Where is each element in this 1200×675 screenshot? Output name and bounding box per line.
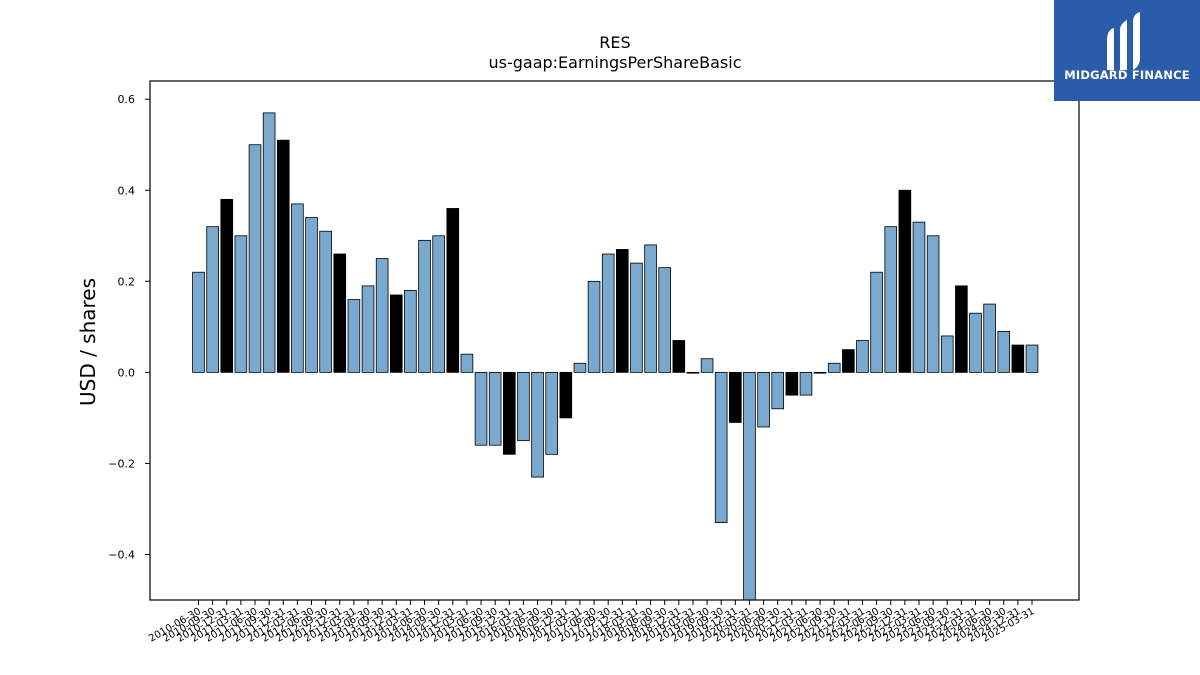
bar-2014-12-31 [446,208,460,373]
bar-2024-12-31 [1011,344,1025,373]
y-tick-label: 0.4 [118,184,136,197]
bar-2018-12-31 [672,340,686,373]
bar-2011-12-31 [276,139,290,373]
bar-2018-09-30 [658,267,671,373]
bar-2022-03-31 [856,340,869,373]
bars-group [192,112,1039,601]
bar-2020-06-30 [757,371,770,428]
bar-2010-06-30 [192,271,205,373]
bar-2021-12-31 [842,349,855,373]
bar-2014-03-31 [404,290,417,373]
bar-2010-09-30 [206,226,219,373]
bar-2013-06-30 [361,285,375,373]
bar-2012-03-31 [291,203,304,373]
bar-2014-09-30 [432,235,445,373]
bar-2011-09-30 [262,112,276,373]
bar-2014-06-30 [418,239,431,373]
bar-2019-09-30 [714,371,728,524]
bar-2022-06-30 [870,271,883,373]
bar-2017-09-30 [601,253,615,373]
bar-2021-06-30 [813,371,827,374]
y-tick-label: −0.4 [108,548,135,561]
bar-2023-12-31 [955,285,968,373]
bar-2016-03-31 [517,371,530,442]
bar-2024-09-30 [997,330,1011,373]
bar-2017-06-30 [587,280,601,373]
bar-2017-03-31 [573,362,587,373]
y-tick-label: −0.2 [108,457,135,470]
bar-2019-03-31 [686,371,700,374]
bar-2011-03-31 [234,235,248,373]
y-axis-label: USD / shares [76,278,100,406]
bar-2012-09-30 [319,230,332,373]
bar-2023-06-30 [926,235,940,373]
logo-text: MIDGARD FINANCE [1064,68,1190,82]
bar-2015-06-30 [474,371,488,446]
bar-2015-09-30 [488,371,502,446]
bar-2019-06-30 [700,358,714,373]
bar-2019-12-31 [729,371,742,423]
x-axis: 2010-06-302010-09-302010-12-312011-03-31… [147,600,1037,645]
bar-2011-06-30 [248,144,262,373]
bar-2020-12-31 [785,371,799,396]
bar-2020-09-30 [771,371,785,410]
bar-2023-03-31 [912,221,926,373]
bar-2018-03-31 [630,262,643,373]
bar-2018-06-30 [644,244,657,373]
bar-2013-09-30 [375,258,389,373]
bar-2021-03-31 [799,371,813,396]
chart-subtitle: us-gaap:EarningsPerShareBasic [488,53,741,72]
plot-frame [149,80,1080,601]
bar-2022-12-31 [898,189,912,373]
bar-2017-12-31 [616,249,629,373]
bar-2024-06-30 [983,303,996,373]
bar-2016-09-30 [545,371,558,455]
midgard-finance-logo: MIDGARD FINANCE [1054,0,1200,101]
y-axis: −0.4 −0.2 0.0 0.2 0.4 0.6 [108,93,150,561]
y-tick-label: 0.2 [118,275,136,288]
bar-2013-12-31 [389,294,403,373]
bar-2016-12-31 [559,371,573,419]
midgard-m-logo-icon [1107,12,1140,70]
chart-title: RES [599,33,630,52]
y-tick-label: 0.0 [118,366,136,379]
bar-2024-03-31 [969,312,982,373]
bar-2013-03-31 [347,299,361,373]
bar-2010-12-31 [220,198,234,373]
bar-2022-09-30 [884,226,898,373]
bar-2012-06-30 [305,217,318,373]
bar-2015-03-31 [460,353,474,373]
bar-2020-03-31 [743,371,756,601]
bar-2015-12-31 [502,371,516,455]
bar-2021-09-30 [827,362,841,373]
bar-2023-09-30 [940,335,954,373]
y-tick-label: 0.6 [118,93,136,106]
bar-2012-12-31 [333,253,347,373]
bar-2025-03-31 [1025,344,1039,373]
bar-2016-06-30 [531,371,544,478]
